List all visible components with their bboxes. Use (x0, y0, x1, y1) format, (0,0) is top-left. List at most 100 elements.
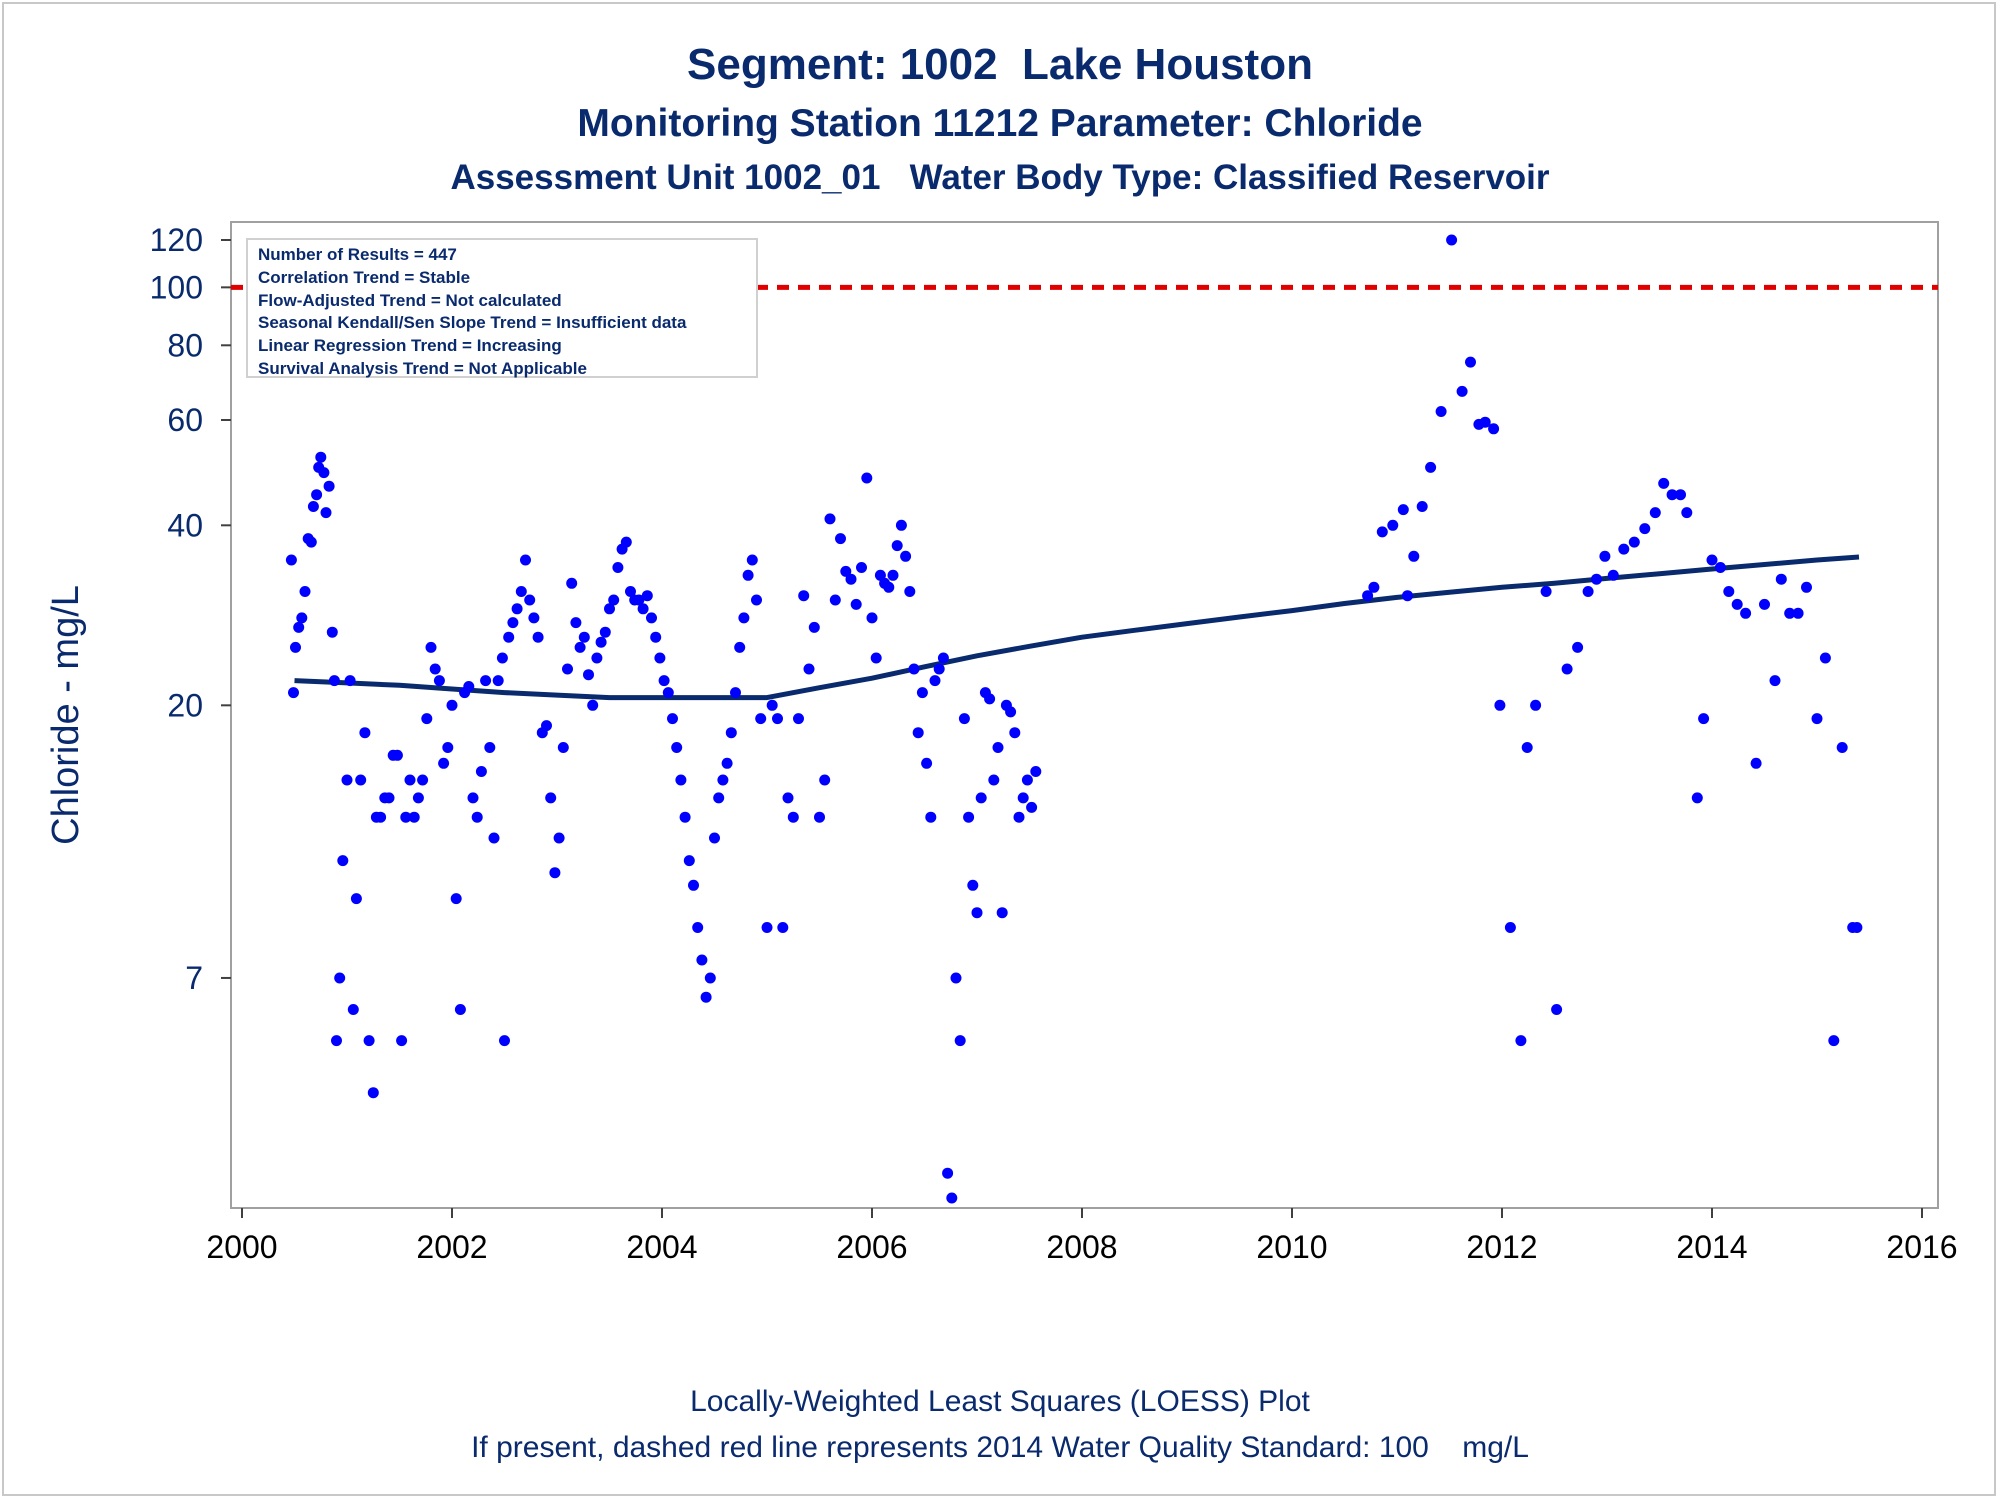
data-point (383, 792, 395, 804)
data-point (1731, 598, 1743, 610)
data-point (679, 811, 691, 823)
stats-number-of-results: Number of Results = 447 (258, 245, 457, 264)
data-point (450, 893, 462, 905)
data-point (553, 832, 565, 844)
data-point (777, 922, 789, 933)
data-point (1030, 766, 1042, 777)
data-point (755, 713, 767, 725)
data-point (608, 594, 620, 606)
data-point (326, 626, 338, 638)
data-point (359, 727, 371, 739)
data-point (671, 742, 683, 753)
data-point (1017, 792, 1029, 804)
data-point (1368, 581, 1380, 593)
data-point (992, 742, 1004, 753)
data-point (1639, 523, 1651, 535)
x-tick-label: 2016 (1886, 1229, 1957, 1265)
data-point (1009, 727, 1021, 739)
data-point (305, 536, 317, 548)
data-point (1784, 607, 1796, 619)
data-point (1521, 742, 1533, 753)
data-point (1591, 573, 1602, 585)
data-point (1026, 801, 1038, 813)
data-point (908, 663, 920, 675)
data-point (975, 792, 987, 804)
data-point (391, 749, 403, 761)
data-point (688, 879, 699, 891)
data-point (1599, 550, 1611, 562)
data-point (1714, 562, 1726, 573)
data-point (937, 652, 949, 664)
data-point (971, 907, 983, 919)
chart-subtitle-station: Monitoring Station 11212 Parameter: Chlo… (577, 102, 1423, 145)
data-point (1691, 792, 1703, 804)
data-point (612, 562, 624, 573)
data-point (463, 681, 475, 692)
data-point (829, 594, 841, 606)
data-point (375, 811, 387, 823)
stats-correlation-trend: Correlation Trend = Stable (258, 267, 471, 287)
x-tick-label: 2000 (206, 1229, 277, 1265)
x-tick-label: 2010 (1256, 1229, 1327, 1265)
data-point (1397, 504, 1409, 516)
data-point (730, 687, 741, 699)
data-point (1561, 663, 1573, 675)
data-point (296, 612, 308, 624)
data-point (667, 713, 678, 725)
data-point (492, 675, 504, 687)
x-tick-label: 2002 (416, 1229, 487, 1265)
data-point (1387, 519, 1399, 531)
data-point (925, 811, 937, 823)
data-point (1425, 461, 1437, 473)
data-point (328, 675, 340, 687)
data-point (1851, 922, 1863, 933)
data-point (798, 590, 810, 602)
data-point (520, 554, 531, 566)
data-point (988, 774, 1000, 786)
data-point (528, 612, 540, 624)
data-point (751, 594, 762, 606)
data-point (646, 612, 657, 624)
data-point (412, 792, 424, 804)
data-point (503, 631, 515, 643)
data-point (578, 631, 590, 643)
data-point (808, 621, 820, 633)
data-point (1465, 356, 1476, 368)
data-point (583, 669, 594, 681)
data-point (1572, 641, 1584, 653)
data-point (1530, 699, 1542, 711)
data-point (1801, 581, 1812, 593)
data-point (921, 757, 933, 769)
data-point (912, 727, 924, 739)
data-point (1828, 1035, 1840, 1047)
data-point (1775, 573, 1787, 585)
data-point (400, 811, 412, 823)
data-point (1504, 922, 1516, 933)
data-point (570, 617, 582, 629)
data-point (429, 663, 441, 675)
y-tick-label: 60 (167, 402, 203, 438)
data-point (1021, 774, 1033, 786)
data-point (515, 586, 527, 597)
data-point (591, 652, 603, 664)
data-point (355, 774, 367, 786)
data-point (946, 1192, 958, 1204)
data-point (471, 811, 483, 823)
data-point (1681, 507, 1693, 519)
data-point (511, 603, 523, 615)
data-point (1582, 586, 1594, 597)
data-point (958, 713, 970, 725)
data-point (425, 641, 437, 653)
data-point (650, 631, 662, 643)
data-point (742, 569, 754, 581)
data-point (587, 699, 599, 711)
data-point (442, 742, 454, 753)
data-point (350, 893, 362, 905)
data-point (438, 757, 450, 769)
data-point (675, 774, 687, 786)
y-axis-label: Chloride - mg/L (45, 585, 87, 845)
data-point (814, 811, 825, 823)
data-point (870, 652, 882, 664)
stats-box: Number of Results = 447 Correlation Tren… (246, 238, 758, 378)
